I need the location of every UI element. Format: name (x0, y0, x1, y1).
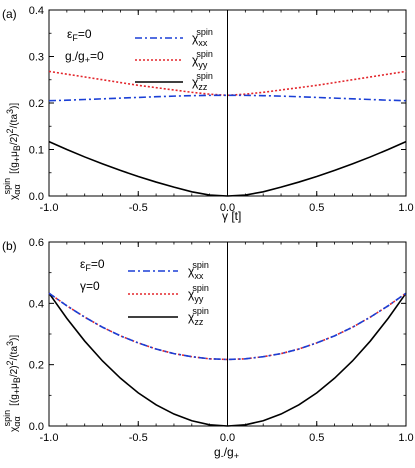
x-tick-label: 0.0 (220, 202, 235, 214)
y-tick-label: 0.0 (29, 191, 44, 203)
x-tick-label: 0.0 (220, 432, 235, 444)
panel-a-xlabel: γ [t] (222, 209, 241, 223)
panel-b-legend-label-xx: χxxspin (188, 260, 209, 281)
panel-b-legend-label-zz: χzzspin (188, 306, 209, 327)
x-tick-label: -1.0 (40, 202, 59, 214)
panel-b-xlabel: g-/g+ (214, 445, 239, 461)
panel-b-ylabel: χααspin[(g+μB/2)2/(ta3)] (2, 335, 22, 432)
x-tick-label: 0.5 (309, 432, 324, 444)
y-tick-label: 0.0 (29, 421, 44, 433)
x-tick-label: -1.0 (40, 432, 59, 444)
x-tick-label: -0.5 (129, 202, 148, 214)
y-tick-label: 0.6 (29, 237, 44, 249)
panel-b: -1.0 -0.5 0.0 0.5 1.0 0.0 0.2 0.4 0.6 (b) εF=0 γ… (2, 237, 414, 461)
x-tick-label: 0.5 (309, 202, 324, 214)
y-tick-label: 0.4 (29, 298, 44, 310)
panel-b-legend: χxxspin χyyspin χzzspin (128, 260, 209, 327)
panel-b-annotation-gamma: γ=0 (80, 279, 100, 293)
y-tick-label: 0.2 (29, 98, 44, 110)
panel-a-legend: χxxspin χyyspin χzzspin (135, 27, 213, 92)
panel-a-annotation-ef: εF=0 (67, 27, 92, 43)
panel-b-ticks: -1.0 -0.5 0.0 0.5 1.0 0.0 0.2 0.4 0.6 (29, 237, 414, 444)
panel-b-tag: (b) (2, 239, 17, 253)
panel-a-ylabel: χααspin[(g+μB/2)2/(ta3)] (2, 103, 22, 200)
panel-a: -1.0 -0.5 0.0 0.5 1.0 0.0 0.1 0.2 0.3 0.4 (a) εF=… (2, 5, 414, 223)
panel-a-legend-label-yy: χyyspin (192, 49, 213, 70)
series-line-xx (48, 292, 407, 361)
x-tick-label: -0.5 (129, 432, 148, 444)
y-tick-label: 0.3 (29, 52, 44, 64)
y-tick-label: 0.1 (29, 145, 44, 157)
panel-b-legend-label-yy: χyyspin (188, 283, 209, 304)
panel-a-legend-label-xx: χxxspin (192, 27, 213, 48)
panel-a-ticks: -1.0 -0.5 0.0 0.5 1.0 0.0 0.1 0.2 0.3 0.4 (29, 5, 414, 214)
y-tick-label: 0.4 (29, 5, 44, 17)
x-tick-label: 1.0 (398, 432, 413, 444)
panel-a-legend-label-zz: χzzspin (192, 71, 213, 92)
panel-a-annotation-gratio: g-/g+=0 (65, 49, 104, 65)
y-tick-label: 0.2 (29, 360, 44, 372)
panel-b-annotation-ef: εF=0 (80, 257, 105, 273)
x-tick-label: 1.0 (398, 202, 413, 214)
panel-a-tag: (a) (2, 7, 17, 21)
